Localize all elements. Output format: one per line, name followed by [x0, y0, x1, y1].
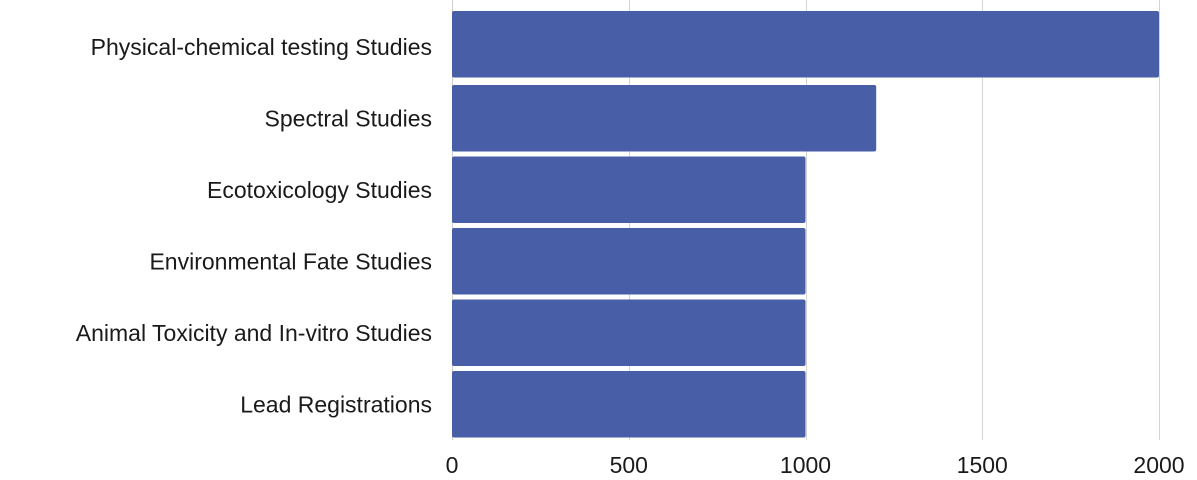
category-label: Environmental Fate Studies	[149, 248, 432, 274]
category-label: Ecotoxicology Studies	[207, 177, 432, 203]
category-label: Lead Registrations	[240, 391, 432, 417]
bar-physical-chemical-testing-studies[interactable]	[452, 11, 1159, 78]
bars	[452, 11, 1159, 438]
bar-animal-toxicity-and-in-vitro-studies[interactable]	[452, 299, 806, 367]
category-label: Physical-chemical testing Studies	[91, 34, 432, 60]
x-tick-label: 0	[446, 452, 459, 475]
x-tick-label: 1000	[780, 452, 831, 475]
bar-ecotoxicology-studies[interactable]	[452, 156, 806, 224]
category-label: Spectral Studies	[265, 105, 432, 131]
bar-spectral-studies[interactable]	[452, 85, 877, 152]
x-tick-label: 2000	[1133, 452, 1184, 475]
category-label: Animal Toxicity and In-vitro Studies	[76, 320, 432, 346]
category-labels: Physical-chemical testing Studies Spectra…	[76, 34, 432, 418]
x-axis-tick-labels: 0 500 1000 1500 2000	[446, 452, 1185, 478]
x-tick-label: 500	[610, 452, 648, 475]
bar-lead-registrations[interactable]	[452, 371, 806, 438]
bar-environmental-fate-studies[interactable]	[452, 228, 806, 295]
x-tick-label: 1500	[957, 452, 1008, 475]
